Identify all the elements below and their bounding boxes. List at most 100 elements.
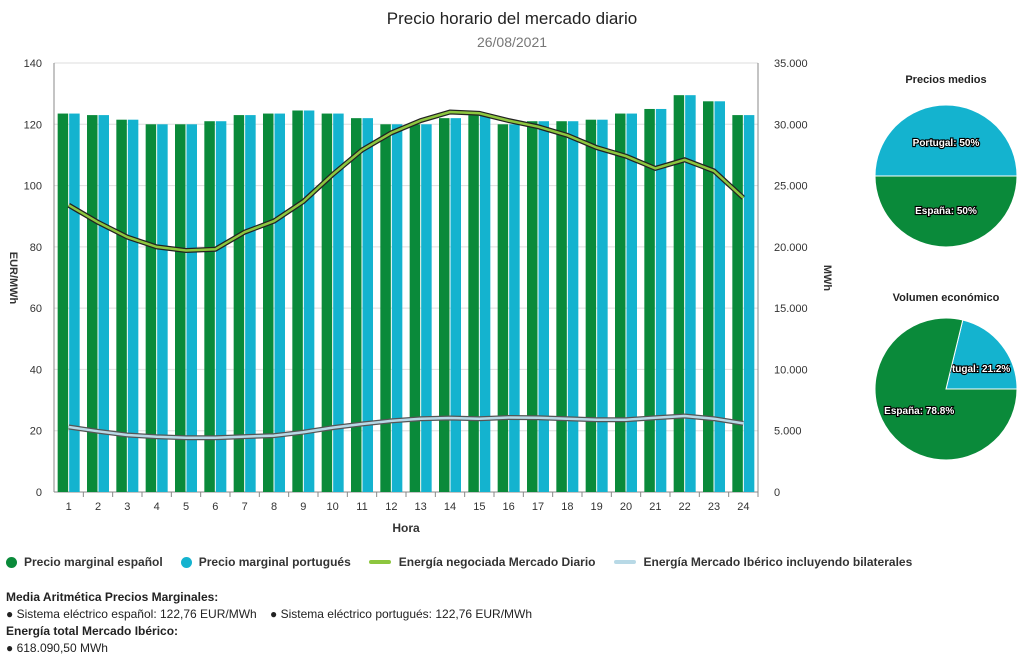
bar-es-price [439,118,450,493]
plot-area: 02040608010012014005.00010.00015.00020.0… [24,58,808,513]
legend-dot-green-icon [6,556,17,568]
bar-es-price [145,124,157,493]
bar-es-price [175,124,186,493]
bar-es-price [732,115,743,492]
bar-es-price [585,119,597,493]
bar-es-price [263,113,274,492]
pie-slice-label: Portugal: 50% [913,138,980,149]
x-tick-label: 15 [473,501,485,513]
x-tick-label: 20 [620,501,632,513]
bar-pt-price [479,115,491,492]
avg-price-es: ● Sistema eléctrico español: 122,76 EUR/… [6,607,257,621]
bar-pt-price [743,115,755,492]
y-right-tick-label: 15.000 [774,303,808,315]
y-right-tick-label: 30.000 [774,119,808,131]
bar-pt-price [69,113,80,492]
legend-item-energy-mi[interactable]: Energía Mercado Ibérico incluyendo bilat… [613,555,913,569]
y-tick-label: 120 [24,119,42,131]
x-tick-label: 16 [503,501,515,513]
legend-item-es-price[interactable]: Precio marginal español [6,555,163,569]
y-axis-title-right: MWh [821,265,833,292]
legend: Precio marginal español Precio marginal … [6,555,930,569]
x-tick-label: 12 [385,501,397,513]
pie-slice [945,319,1018,390]
bar-pt-price [157,124,168,493]
legend-dot-cyan-icon [180,556,192,568]
pie-slice-label: Portugal: 21.2% [935,364,1010,375]
x-tick-label: 21 [649,501,661,513]
bar-es-price [380,124,391,493]
legend-item-pt-price[interactable]: Precio marginal portugués [180,555,351,569]
pie-title: Volumen económico [893,292,1000,304]
legend-line-lightgreen-icon [368,560,391,564]
chart-title: Precio horario del mercado diario [387,9,637,28]
x-tick-label: 5 [183,501,189,513]
avg-price-pt: ● Sistema eléctrico portugués: 122,76 EU… [270,607,533,621]
x-tick-label: 7 [242,501,248,513]
legend-item-energy-md[interactable]: Energía negociada Mercado Diario [368,555,596,569]
bar-es-price [409,124,421,493]
x-tick-label: 14 [444,501,456,513]
legend-label: Energía negociada Mercado Diario [398,555,596,569]
y-right-tick-label: 5.000 [774,426,802,438]
total-energy-heading: Energía total Mercado Ibérico: [6,624,179,638]
x-tick-label: 23 [708,501,720,513]
pie-charts: Precios medios Portugal: 50% España: 50% Vo… [874,74,1018,461]
line-energy-mi [68,414,744,440]
bar-pt-price [274,113,285,492]
bar-pt-price [597,119,608,493]
x-tick-label: 8 [271,501,277,513]
bar-pt-price [391,124,403,493]
y-tick-label: 80 [30,242,42,254]
x-tick-label: 11 [356,501,367,513]
pie-slice [874,104,1018,177]
x-tick-label: 1 [66,501,72,513]
legend-label: Precio marginal portugués [198,555,351,569]
y-axis-title-left: EUR/MWh [7,252,19,305]
legend-line-lightblue-icon [613,560,636,564]
chart-subtitle: 26/08/2021 [477,34,547,50]
bar-pt-price [215,121,227,492]
bar-es-price [556,121,567,492]
x-tick-label: 24 [737,501,749,513]
y-tick-label: 60 [30,303,42,315]
bar-pt-price [127,119,139,493]
bar-es-price [527,121,538,492]
bar-pt-price [626,113,637,492]
legend-label: Precio marginal español [24,555,163,569]
bar-pt-price [303,110,315,492]
bar-es-price [468,115,479,492]
y-right-tick-label: 0 [774,487,780,499]
y-tick-label: 0 [36,487,42,499]
x-axis-title: Hora [392,521,420,535]
y-tick-label: 20 [30,426,42,438]
bar-pt-price [450,118,461,493]
line-energy-md [68,110,745,252]
legend-label: Energía Mercado Ibérico incluyendo bilat… [643,555,913,569]
y-right-tick-label: 10.000 [774,364,808,376]
x-tick-label: 17 [532,501,544,513]
avg-price-heading: Media Aritmética Precios Marginales: [6,590,219,604]
bar-es-price [703,101,714,492]
pie-slice-label: España: 78.8% [884,406,954,417]
y-right-tick-label: 25.000 [774,181,808,193]
bar-es-price [644,108,655,492]
bar-pt-price [685,95,696,493]
y-tick-label: 140 [24,58,42,70]
bar-pt-price [421,124,432,493]
x-tick-label: 13 [415,501,427,513]
bar-es-price [321,113,333,492]
y-tick-label: 40 [30,364,42,376]
bar-es-price [497,124,509,493]
x-tick-label: 10 [327,501,339,513]
bar-es-price [615,113,626,492]
x-tick-label: 22 [679,501,691,513]
bar-pt-price [655,108,667,492]
bar-es-price [87,115,98,492]
bar-es-price [204,121,215,492]
summary-panel: Media Aritmética Precios Marginales: ● S… [6,589,542,657]
pie-slice [874,317,1018,461]
pie-title: Precios medios [905,74,986,86]
line-energy-md-shadow [67,109,745,254]
avg-price-row: ● Sistema eléctrico español: 122,76 EUR/… [6,606,542,623]
